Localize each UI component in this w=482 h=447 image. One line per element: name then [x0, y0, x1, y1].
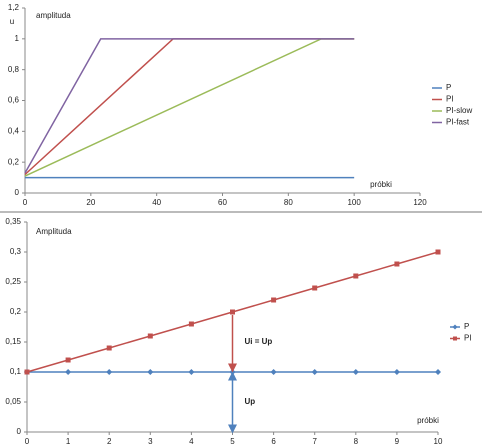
legend-label: PI [446, 95, 454, 104]
y-tick-label: 0,4 [8, 126, 20, 135]
marker [147, 369, 154, 375]
marker [394, 261, 400, 267]
y-tick-label: 0,05 [5, 397, 21, 406]
x-tick-label: 2 [107, 437, 112, 446]
x-tick-label: 3 [148, 437, 153, 446]
x-tick-label: 1 [66, 437, 71, 446]
legend-marker [453, 336, 457, 341]
y-tick-label: 0,6 [8, 96, 20, 105]
marker [65, 357, 71, 363]
y-tick-label: 1 [15, 34, 20, 43]
y-tick-label: 0 [15, 188, 20, 197]
x-tick-label: 4 [189, 437, 194, 446]
marker [312, 285, 318, 291]
marker [435, 369, 441, 375]
marker [147, 333, 153, 339]
marker [352, 369, 359, 375]
chart-title: amplituda [36, 11, 71, 20]
marker [106, 345, 112, 351]
annotation: Up [245, 397, 256, 406]
marker [353, 273, 359, 279]
y-tick-label: 0,1 [10, 367, 22, 376]
x-tick-label: 120 [413, 198, 427, 207]
x-tick-label: 5 [230, 437, 235, 446]
x-tick-label: 0 [23, 198, 28, 207]
marker [188, 321, 194, 327]
x-tick-label: 20 [86, 198, 95, 207]
y-tick-label: 0 [17, 427, 22, 436]
y-tick-label: 0,3 [10, 247, 22, 256]
y-axis-label: u [10, 17, 14, 26]
x-tick-label: 9 [395, 437, 400, 446]
marker [106, 369, 113, 375]
y-tick-label: 0,2 [8, 157, 20, 166]
legend-label: P [464, 322, 469, 331]
y-tick-label: 0,35 [5, 217, 21, 226]
marker [270, 369, 277, 375]
x-tick-label: 40 [152, 198, 161, 207]
legend-label: PI-slow [446, 106, 472, 115]
x-tick-label: 10 [434, 437, 443, 446]
legend-label: P [446, 83, 451, 92]
x-tick-label: 6 [271, 437, 276, 446]
x-tick-label: 7 [312, 437, 317, 446]
annotation: Ui = Up [245, 337, 273, 346]
x-tick-label: 100 [347, 198, 361, 207]
x-tick-label: 80 [284, 198, 293, 207]
x-axis-label: próbki [370, 180, 392, 189]
y-tick-label: 0,25 [5, 277, 21, 286]
marker [24, 369, 30, 375]
series-line [24, 38, 355, 174]
y-tick-label: 0,15 [5, 337, 21, 346]
y-tick-label: 1,2 [8, 3, 20, 12]
legend-label: PI-fast [446, 118, 470, 127]
x-axis-label: próbki [417, 416, 439, 425]
marker [65, 369, 72, 375]
marker [188, 369, 195, 375]
marker [311, 369, 318, 375]
x-tick-label: 60 [218, 198, 227, 207]
legend-marker [452, 324, 458, 330]
chart-title: Amplituda [36, 227, 72, 236]
x-tick-label: 8 [354, 437, 359, 446]
y-tick-label: 0,8 [8, 65, 20, 74]
marker [435, 249, 441, 255]
marker [393, 369, 400, 375]
marker [271, 297, 277, 303]
y-tick-label: 0,2 [10, 307, 22, 316]
marker [230, 309, 235, 315]
x-tick-label: 0 [25, 437, 30, 446]
legend-label: PI [464, 334, 472, 343]
